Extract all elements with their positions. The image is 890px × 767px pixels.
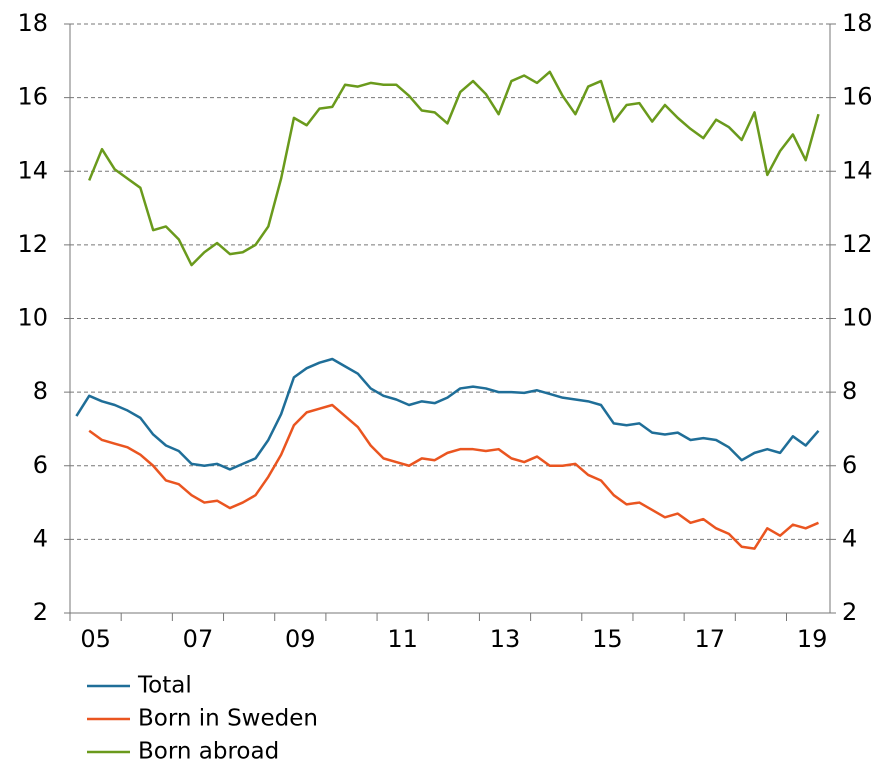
y-tick-label: 10 <box>17 304 48 332</box>
legend-label: Born in Sweden <box>138 706 318 732</box>
series-line <box>88 70 820 267</box>
x-tick-label: 07 <box>183 625 214 653</box>
legend-label: Total <box>137 673 192 699</box>
x-tick-label: 05 <box>80 625 111 653</box>
y-tick-label: 14 <box>17 156 48 184</box>
y2-tick-label: 8 <box>842 377 857 405</box>
y-tick-label: 2 <box>33 598 48 626</box>
y-tick-label: 18 <box>17 9 48 37</box>
x-tick-label: 11 <box>387 625 418 653</box>
series-line <box>75 357 820 471</box>
y2-tick-label: 10 <box>842 304 873 332</box>
y2-tick-label: 12 <box>842 230 873 258</box>
y-tick-label: 6 <box>33 451 48 479</box>
y-tick-label: 16 <box>17 83 48 111</box>
x-tick-label: 13 <box>490 625 521 653</box>
y2-tick-label: 2 <box>842 598 857 626</box>
y2-tick-label: 16 <box>842 83 873 111</box>
y2-tick-label: 18 <box>842 9 873 37</box>
x-tick-label: 17 <box>694 625 725 653</box>
y-tick-label: 4 <box>33 524 48 552</box>
y-tick-label: 8 <box>33 377 48 405</box>
series-line <box>88 403 819 550</box>
y2-tick-label: 6 <box>842 451 857 479</box>
y2-tick-label: 4 <box>842 524 857 552</box>
y2-tick-label: 14 <box>842 156 873 184</box>
x-tick-label: 19 <box>797 625 828 653</box>
y-tick-label: 12 <box>17 230 48 258</box>
x-tick-label: 09 <box>285 625 316 653</box>
x-tick-label: 15 <box>592 625 623 653</box>
legend-label: Born abroad <box>138 739 279 765</box>
